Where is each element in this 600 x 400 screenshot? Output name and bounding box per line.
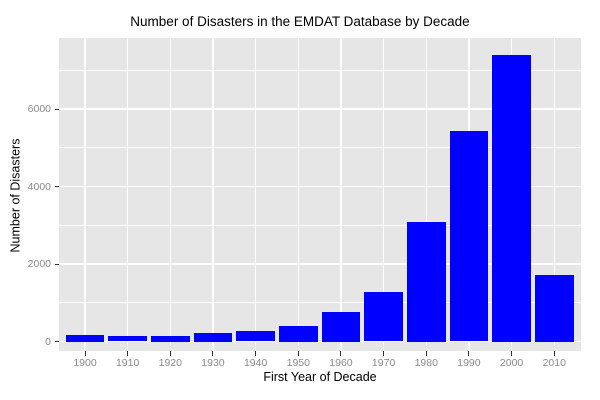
y-tick-label: 4000 xyxy=(27,180,51,193)
gridline-vertical xyxy=(553,38,555,351)
y-tick-label: 0 xyxy=(45,335,51,348)
x-tick-label-1960: 1960 xyxy=(329,357,353,369)
bar-2000 xyxy=(492,54,531,342)
gridline-vertical xyxy=(340,38,342,351)
bar-1930 xyxy=(193,332,233,342)
y-tick-mark xyxy=(54,263,59,265)
chart-title: Number of Disasters in the EMDAT Databas… xyxy=(130,14,470,29)
x-tick-mark xyxy=(127,351,129,356)
gridline-minor-horizontal xyxy=(59,147,581,149)
gridline-major-horizontal xyxy=(59,263,581,265)
x-axis-title: First Year of Decade xyxy=(263,370,377,384)
x-tick-mark xyxy=(425,351,427,356)
bar-1980 xyxy=(407,222,446,342)
x-tick-label-1980: 1980 xyxy=(414,357,438,369)
x-tick-mark xyxy=(297,351,299,356)
x-tick-mark xyxy=(212,351,214,356)
x-tick-mark xyxy=(340,351,342,356)
x-tick-label-1950: 1950 xyxy=(286,357,310,369)
x-tick-mark xyxy=(553,351,555,356)
bar-1900 xyxy=(65,334,105,342)
gridline-vertical xyxy=(425,38,427,351)
gridline-major-horizontal xyxy=(59,185,581,188)
x-tick-label-1920: 1920 xyxy=(158,357,182,369)
y-tick-mark xyxy=(54,108,59,110)
x-tick-mark xyxy=(468,351,470,356)
x-tick-mark xyxy=(84,351,86,356)
gridline-minor-horizontal xyxy=(59,69,581,71)
bar-1970 xyxy=(364,291,403,342)
gridline-vertical xyxy=(169,38,171,351)
y-tick-mark xyxy=(54,186,59,187)
x-tick-label-1970: 1970 xyxy=(371,357,396,369)
bar-1910 xyxy=(108,336,147,342)
bar-1920 xyxy=(151,335,190,342)
x-tick-mark xyxy=(383,351,385,356)
plot-panel xyxy=(59,38,581,351)
gridline-major-horizontal xyxy=(59,340,581,343)
x-tick-label-1990: 1990 xyxy=(457,357,481,369)
x-tick-mark xyxy=(511,351,513,356)
bar-1990 xyxy=(449,131,489,342)
x-tick-label-1900: 1900 xyxy=(73,357,97,369)
gridline-minor-horizontal xyxy=(59,224,581,226)
gridline-vertical xyxy=(212,38,214,351)
gridline-vertical xyxy=(297,38,299,351)
x-tick-label-2000: 2000 xyxy=(499,357,524,369)
bar-1960 xyxy=(321,312,361,342)
x-tick-mark xyxy=(255,351,257,356)
x-tick-label-1910: 1910 xyxy=(115,357,140,369)
x-tick-label-1940: 1940 xyxy=(243,357,268,369)
gridline-vertical xyxy=(84,38,86,351)
gridline-minor-horizontal xyxy=(59,302,581,304)
gridline-vertical xyxy=(127,38,129,351)
y-tick-label: 6000 xyxy=(27,103,51,115)
bar-1940 xyxy=(236,331,275,342)
x-tick-label-1930: 1930 xyxy=(201,357,225,369)
x-tick-mark xyxy=(169,351,171,356)
x-tick-label-2010: 2010 xyxy=(542,357,566,369)
y-tick-label: 2000 xyxy=(27,258,51,270)
bar-2010 xyxy=(535,274,574,342)
gridline-major-horizontal xyxy=(59,108,581,110)
y-tick-mark xyxy=(54,341,59,342)
gridline-vertical xyxy=(382,38,385,351)
bar-1950 xyxy=(279,326,318,342)
gridline-vertical xyxy=(254,38,257,351)
